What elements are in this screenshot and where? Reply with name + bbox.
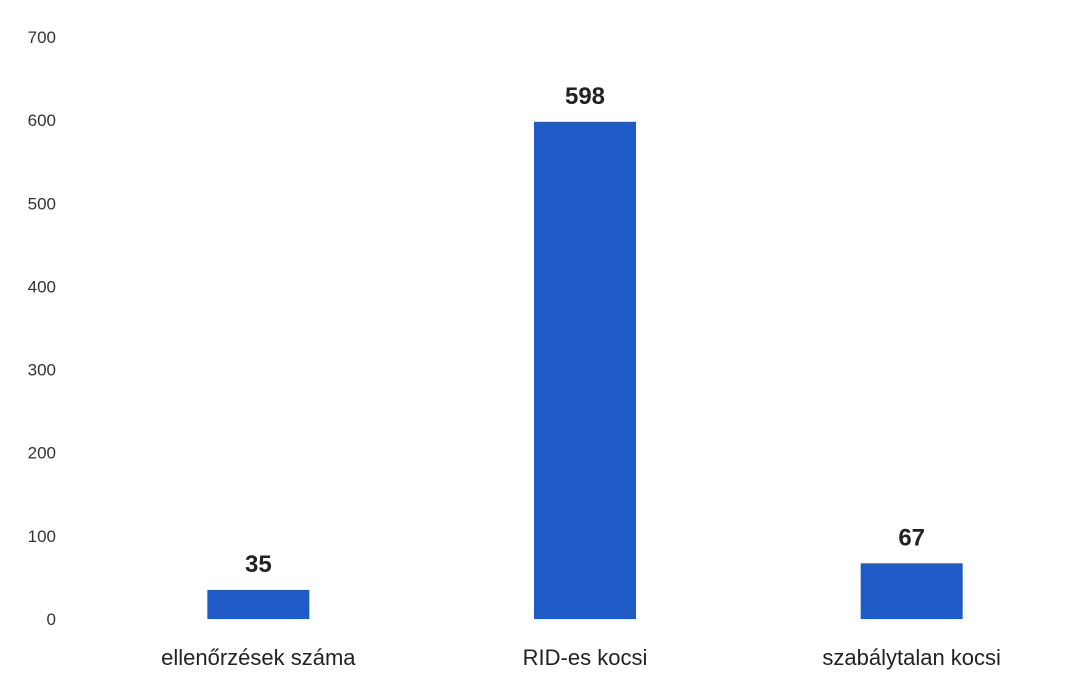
x-category-label: szabálytalan kocsi xyxy=(822,645,1001,670)
y-tick-label: 700 xyxy=(28,28,56,47)
bar xyxy=(534,121,636,619)
bars-group xyxy=(207,121,963,619)
y-tick-label: 300 xyxy=(28,361,56,380)
x-category-label: ellenőrzések száma xyxy=(161,645,356,670)
x-category-label: RID-es kocsi xyxy=(523,645,648,670)
data-label: 35 xyxy=(245,551,272,578)
y-tick-label: 600 xyxy=(28,111,56,130)
y-tick-label: 0 xyxy=(47,610,56,629)
y-tick-label: 100 xyxy=(28,527,56,546)
data-labels-group: 35 598 67 xyxy=(245,83,925,578)
x-axis: ellenőrzések száma RID-es kocsi szabálytal… xyxy=(161,645,1001,670)
y-tick-label: 400 xyxy=(28,277,56,296)
y-tick-label: 500 xyxy=(28,194,56,213)
y-tick-label: 200 xyxy=(28,444,56,463)
bar xyxy=(207,589,310,619)
data-label: 67 xyxy=(898,524,925,551)
data-label: 598 xyxy=(565,83,605,110)
bar xyxy=(860,563,963,619)
y-axis: 0 100 200 300 400 500 600 700 xyxy=(28,28,56,629)
